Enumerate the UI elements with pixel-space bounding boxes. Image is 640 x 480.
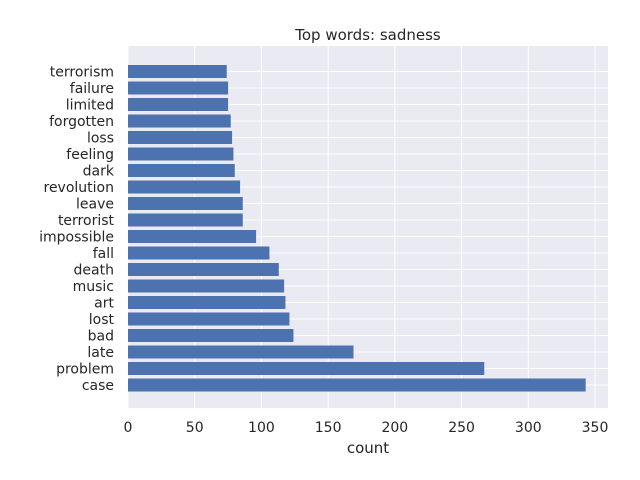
y-tick-label: fall xyxy=(93,246,114,262)
bar-lost xyxy=(128,312,290,326)
bar-late xyxy=(128,345,354,359)
x-tick-label: 50 xyxy=(186,420,204,436)
y-tick-label: death xyxy=(74,263,114,279)
y-tick-label: case xyxy=(82,378,114,394)
y-tick-label: impossible xyxy=(39,230,114,246)
y-tick-label: music xyxy=(73,279,114,295)
y-tick-label: bad xyxy=(88,329,114,345)
bar-loss xyxy=(128,131,233,144)
y-tick-label: art xyxy=(94,296,114,312)
x-tick-label: 200 xyxy=(381,420,408,436)
bar-forgotten xyxy=(128,114,231,128)
x-tick-label: 100 xyxy=(248,420,275,436)
x-tick-label: 350 xyxy=(582,420,609,436)
x-tick-labels: 0 50 100 150 200 250 300 350 xyxy=(124,420,609,436)
y-tick-label: limited xyxy=(66,98,114,114)
bar-terrorism xyxy=(128,65,227,78)
y-tick-label: terrorism xyxy=(50,65,114,81)
y-tick-label: feeling xyxy=(66,147,114,163)
x-axis-title: count xyxy=(347,439,389,457)
bar-problem xyxy=(128,362,485,375)
bar-terrorist xyxy=(128,213,243,227)
y-tick-label: dark xyxy=(83,164,115,180)
bar-death xyxy=(128,263,279,276)
bar-dark xyxy=(128,164,235,177)
bar-bad xyxy=(128,329,294,342)
bar-limited xyxy=(128,98,229,111)
y-tick-label: failure xyxy=(70,81,114,97)
y-tick-label: late xyxy=(87,345,114,361)
bar-feeling xyxy=(128,147,234,161)
bar-art xyxy=(128,296,286,309)
x-tick-label: 300 xyxy=(515,420,542,436)
bar-leave xyxy=(128,197,243,210)
bar-failure xyxy=(128,81,229,95)
y-tick-label: lost xyxy=(89,312,115,328)
bars xyxy=(128,65,586,392)
bar-fall xyxy=(128,246,270,260)
y-tick-label: forgotten xyxy=(49,114,114,130)
y-tick-label: loss xyxy=(87,131,114,147)
bar-case xyxy=(128,378,586,392)
y-tick-label: problem xyxy=(56,362,114,378)
chart-title: Top words: sadness xyxy=(294,26,441,44)
y-tick-labels: caseproblemlatebadlostartmusicdeathfalli… xyxy=(39,65,115,395)
bar-impossible xyxy=(128,230,257,243)
bar-music xyxy=(128,279,285,293)
bar-revolution xyxy=(128,180,241,194)
y-tick-label: leave xyxy=(76,197,114,213)
x-tick-label: 0 xyxy=(124,420,133,436)
x-tick-label: 150 xyxy=(315,420,342,436)
y-tick-label: terrorist xyxy=(58,213,115,229)
x-tick-label: 250 xyxy=(448,420,475,436)
y-tick-label: revolution xyxy=(44,180,115,196)
